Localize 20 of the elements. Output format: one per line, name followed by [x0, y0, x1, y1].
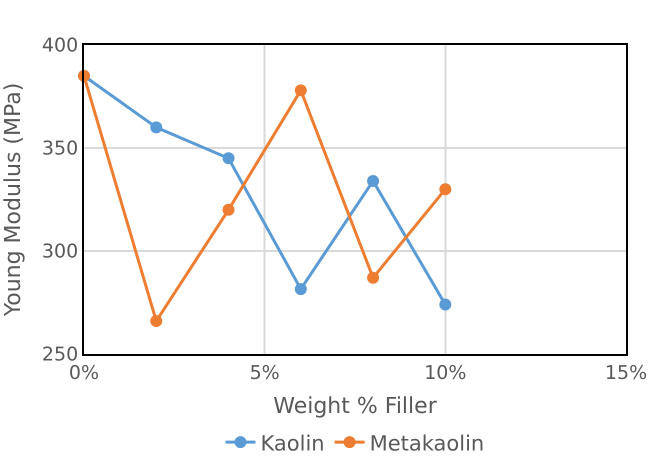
point	[222, 152, 235, 164]
point	[439, 183, 452, 196]
x-tick-label: 15%	[604, 362, 648, 384]
x-axis-title: Weight % Filler	[273, 394, 438, 420]
point	[222, 204, 235, 216]
y-tick-label: 300	[42, 240, 78, 263]
y-tick-label: 400	[42, 34, 78, 57]
legend-label: Metakaolin	[370, 431, 484, 456]
point	[150, 315, 162, 328]
x-tick-label: 5%	[250, 362, 280, 384]
legend-label: Kaolin	[260, 431, 325, 456]
point	[367, 174, 380, 187]
x-tick-label: 10%	[424, 362, 466, 384]
point	[294, 283, 307, 296]
point	[150, 121, 162, 134]
point	[294, 84, 307, 96]
y-tick-label: 350	[42, 138, 78, 160]
point	[367, 272, 380, 284]
y-axis-title: Young Modulus (MPa)	[1, 82, 26, 318]
point	[439, 298, 452, 311]
